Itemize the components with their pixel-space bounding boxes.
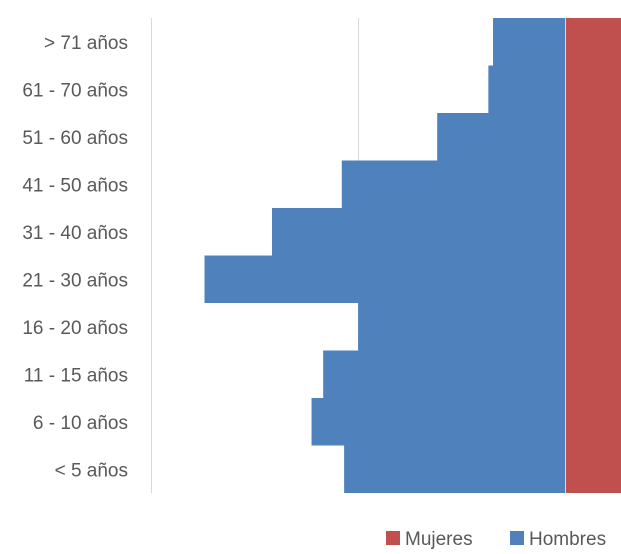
bar-hombres-1 bbox=[311, 398, 566, 446]
bars bbox=[204, 18, 621, 493]
bar-mujeres-8 bbox=[565, 65, 621, 113]
bar-hombres-8 bbox=[488, 65, 566, 113]
category-label-9: > 71 años bbox=[44, 33, 128, 54]
bar-hombres-3 bbox=[358, 303, 566, 351]
category-label-0: < 5 años bbox=[55, 460, 128, 481]
category-label-7: 51 - 60 años bbox=[22, 128, 128, 149]
bar-mujeres-2 bbox=[565, 350, 621, 398]
legend-swatch-mujeres bbox=[386, 531, 400, 545]
bar-mujeres-5 bbox=[565, 208, 621, 256]
bar-hombres-2 bbox=[323, 350, 566, 398]
category-label-3: 16 - 20 años bbox=[22, 318, 128, 339]
category-label-8: 61 - 70 años bbox=[22, 80, 128, 101]
bar-hombres-6 bbox=[341, 160, 566, 208]
category-label-6: 41 - 50 años bbox=[22, 175, 128, 196]
category-label-1: 6 - 10 años bbox=[33, 413, 128, 434]
legend-label-hombres: Hombres bbox=[529, 529, 606, 550]
bar-hombres-5 bbox=[271, 208, 566, 256]
bar-mujeres-0 bbox=[565, 445, 621, 493]
legend-label-mujeres: Mujeres bbox=[405, 529, 473, 550]
legend: Mujeres Hombres bbox=[386, 529, 606, 550]
category-label-2: 11 - 15 años bbox=[24, 365, 128, 386]
bar-mujeres-1 bbox=[565, 398, 621, 446]
bar-hombres-7 bbox=[437, 113, 566, 161]
bar-hombres-4 bbox=[204, 255, 566, 303]
legend-swatch-hombres bbox=[510, 531, 524, 545]
category-label-5: 31 - 40 años bbox=[22, 223, 128, 244]
category-label-4: 21 - 30 años bbox=[22, 270, 128, 291]
bar-hombres-0 bbox=[344, 445, 566, 493]
bar-hombres-9 bbox=[493, 18, 566, 66]
bar-mujeres-9 bbox=[565, 18, 621, 66]
category-labels: < 5 años 6 - 10 años 11 - 15 años 16 - 20 a… bbox=[22, 33, 128, 482]
bar-mujeres-7 bbox=[565, 113, 621, 161]
bar-mujeres-3 bbox=[565, 303, 621, 351]
bar-mujeres-4 bbox=[565, 255, 621, 303]
bar-mujeres-6 bbox=[565, 160, 621, 208]
